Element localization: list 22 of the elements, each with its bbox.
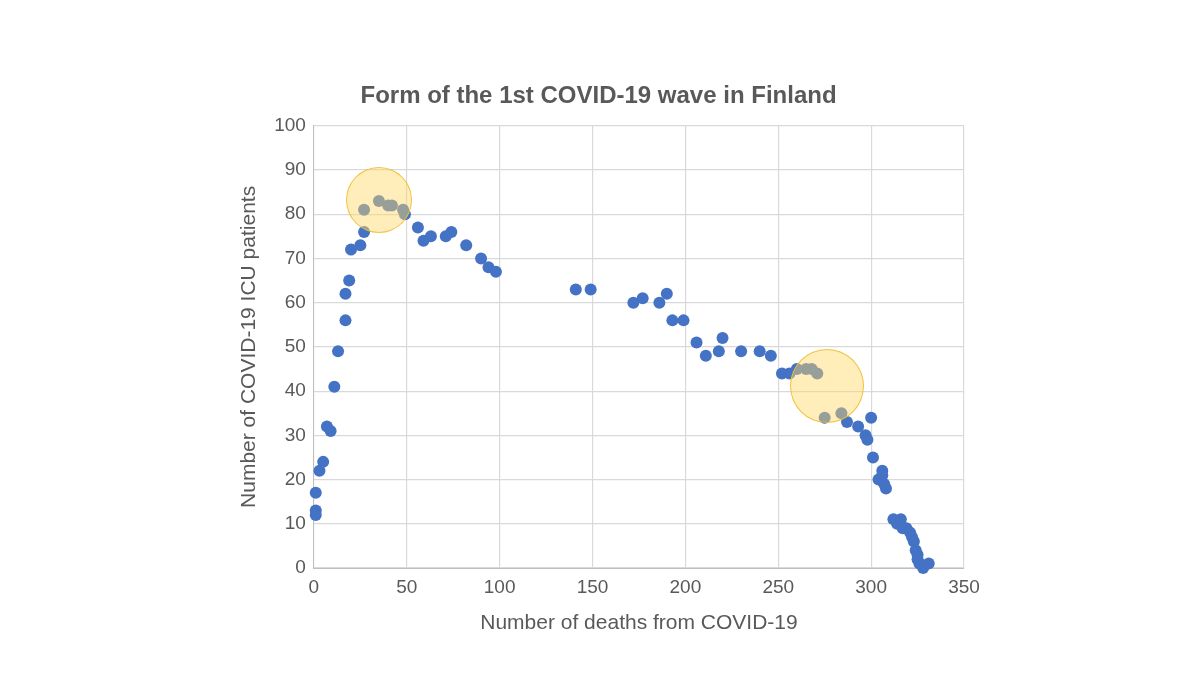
y-tick-label: 100 xyxy=(274,114,306,136)
x-tick-label: 150 xyxy=(576,575,609,597)
y-tick-label: 30 xyxy=(284,423,306,445)
x-axis-title: Number of deaths from COVID-19 xyxy=(480,610,798,634)
y-tick-label: 80 xyxy=(284,202,306,224)
x-tick-label: 300 xyxy=(855,575,887,597)
y-axis-title: Number of COVID-19 ICU patients xyxy=(236,185,260,508)
x-tick-label: 350 xyxy=(948,575,980,597)
y-tick-label: 70 xyxy=(284,246,306,268)
chart-title: Form of the 1st COVID-19 wave in Finland xyxy=(360,81,837,109)
x-tick-label: 250 xyxy=(762,575,795,597)
y-tick-label: 90 xyxy=(284,158,306,180)
y-tick-label: 0 xyxy=(295,556,306,578)
y-tick-label: 10 xyxy=(284,512,306,534)
y-tick-label: 50 xyxy=(284,335,306,357)
y-tick-label: 40 xyxy=(284,379,306,401)
y-tick-label: 20 xyxy=(284,467,306,489)
y-tick-label: 60 xyxy=(284,290,306,312)
x-tick-label: 50 xyxy=(396,575,418,597)
x-tick-label: 0 xyxy=(308,575,320,597)
x-tick-label: 200 xyxy=(669,575,702,597)
x-tick-label: 100 xyxy=(483,575,516,597)
